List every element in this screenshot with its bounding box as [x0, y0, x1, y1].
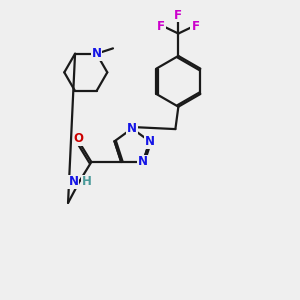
Text: N: N — [92, 47, 101, 60]
Text: H: H — [82, 176, 92, 188]
Text: O: O — [74, 132, 83, 145]
Text: F: F — [191, 20, 200, 33]
Text: N: N — [145, 135, 155, 148]
Text: N: N — [138, 155, 148, 169]
Text: N: N — [127, 122, 137, 135]
Text: F: F — [157, 20, 165, 33]
Text: N: N — [68, 176, 78, 188]
Text: F: F — [174, 8, 182, 22]
